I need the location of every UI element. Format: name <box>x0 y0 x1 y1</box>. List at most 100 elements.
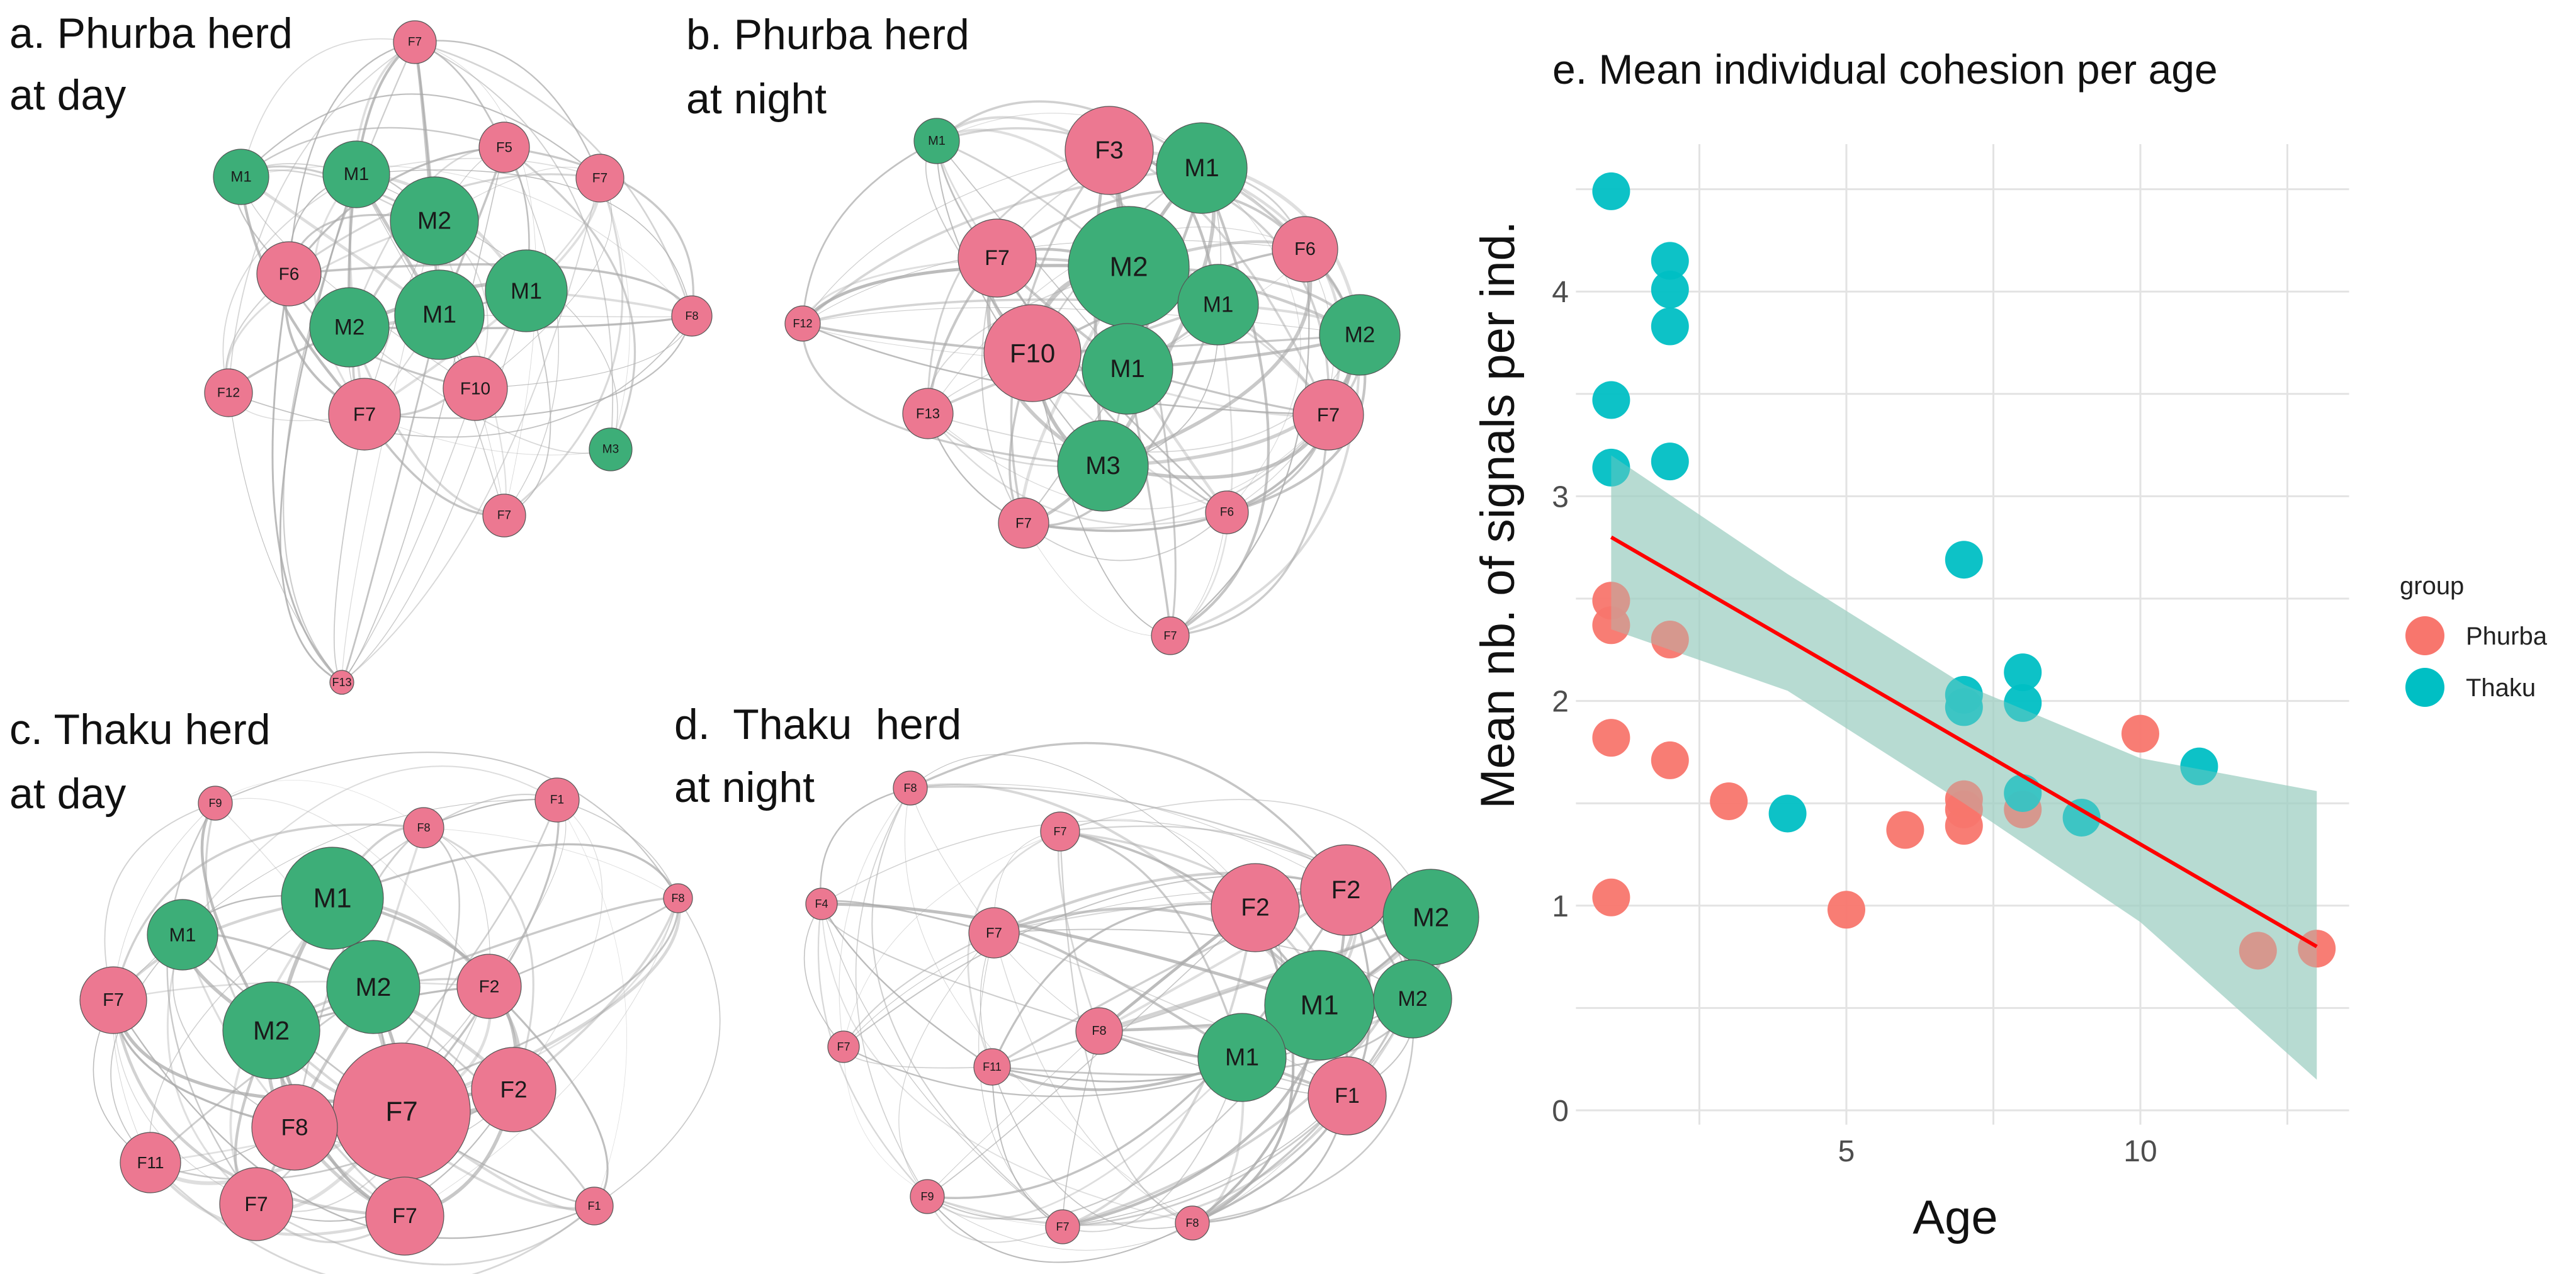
node-label: F7 <box>985 246 1010 270</box>
network-node: F8 <box>1175 1205 1210 1241</box>
network-edge <box>801 140 937 324</box>
node-circle <box>1211 863 1300 952</box>
network-edge <box>504 146 694 317</box>
network-edge <box>927 1057 1243 1220</box>
node-label: M2 <box>1398 987 1427 1011</box>
data-point-phurba <box>1945 806 1983 845</box>
node-label: M2 <box>334 315 365 340</box>
confidence-band <box>1611 455 2317 1080</box>
data-point-thaku <box>1945 688 1983 726</box>
network-node: M1 <box>485 249 568 332</box>
network-edge <box>1170 304 1233 637</box>
node-circle <box>1177 264 1259 346</box>
node-circle <box>1156 122 1248 214</box>
node-circle <box>575 1187 614 1226</box>
panel-d-title: d. Thaku herd at night <box>674 701 961 811</box>
network-node: F11 <box>973 1048 1011 1086</box>
network-edge <box>898 932 995 1197</box>
network-edge <box>215 798 490 987</box>
node-label: F8 <box>1092 1024 1106 1038</box>
network-node: F8 <box>893 770 928 806</box>
network-edge <box>801 264 1129 325</box>
data-point-thaku <box>2062 798 2101 837</box>
node-label: F12 <box>793 317 812 330</box>
network-edge <box>288 263 693 317</box>
network-edge <box>341 388 476 683</box>
node-label: F5 <box>496 140 512 155</box>
node-circle <box>1082 323 1173 415</box>
network-edge <box>927 907 1256 1197</box>
node-label: F4 <box>815 898 828 910</box>
node-label: F6 <box>1294 239 1316 259</box>
node-label: F7 <box>385 1096 417 1127</box>
network-edge <box>270 1029 595 1210</box>
node-label: F8 <box>671 892 684 905</box>
data-point-phurba <box>1592 719 1630 757</box>
network-edge <box>414 41 693 317</box>
node-circle <box>1319 294 1401 376</box>
network-node: F9 <box>910 1179 945 1214</box>
network-edge <box>240 38 415 178</box>
data-point-thaku <box>2004 653 2042 692</box>
panel-c-title-line1: c. Thaku herd <box>9 706 271 753</box>
node-label: M1 <box>928 134 946 148</box>
node-circle <box>79 966 147 1034</box>
network-edge <box>215 780 424 828</box>
network-node: M1 <box>1177 264 1259 346</box>
network-edge <box>113 1000 595 1239</box>
network-node: M2 <box>390 176 479 266</box>
node-circle <box>1065 106 1154 195</box>
panel-a-title-line1: a. Phurba herd <box>9 9 293 57</box>
network-node: M1 <box>147 899 218 971</box>
network-edge <box>349 327 611 454</box>
network-edge <box>504 290 551 516</box>
network-edge <box>225 220 435 393</box>
node-circle <box>482 493 526 538</box>
node-circle <box>394 269 485 360</box>
network-edge <box>347 41 416 328</box>
node-circle <box>958 218 1037 298</box>
network-node: M1 <box>1197 1013 1287 1102</box>
network-edge <box>423 827 679 899</box>
node-circle <box>326 940 421 1034</box>
node-circle <box>256 241 322 307</box>
y-tick-label: 2 <box>1552 685 1569 719</box>
node-circle <box>973 1048 1011 1086</box>
node-label: M1 <box>169 924 196 946</box>
node-label: M2 <box>253 1016 290 1046</box>
node-label: M3 <box>602 443 619 456</box>
data-points <box>1592 172 2336 970</box>
panel-c-title: c. Thaku herd at day <box>9 706 271 818</box>
network-edge <box>1059 830 1243 1058</box>
network-edge <box>512 898 679 1091</box>
network-node: M1 <box>322 140 390 208</box>
network-edge <box>1059 831 1193 1224</box>
network-node: F7 <box>328 378 401 451</box>
node-label: M1 <box>230 169 251 186</box>
x-tick-label: 5 <box>1838 1135 1855 1168</box>
network-edge <box>1102 249 1313 468</box>
node-circle <box>281 847 384 950</box>
network-node: F7 <box>958 218 1037 298</box>
x-tick-label: 10 <box>2123 1135 2157 1168</box>
network-node: M1 <box>1082 323 1173 415</box>
x-axis-title: Age <box>1912 1191 1997 1244</box>
network-edge <box>256 1203 595 1266</box>
node-label: F10 <box>1010 339 1055 368</box>
node-circle <box>589 427 633 471</box>
node-circle <box>1292 379 1364 451</box>
data-point-phurba <box>1710 782 1748 820</box>
network-node: M3 <box>589 427 633 471</box>
network-d: F8 F7 F4 F7 F2 F2 M2 M1 M2 F8 F7 F11 M1 F1 F9 F7 F8 <box>803 741 1479 1263</box>
network-node: F8 <box>671 295 713 337</box>
data-point-thaku <box>2180 747 2218 786</box>
node-circle <box>251 1084 338 1171</box>
network-edge <box>1062 1030 1100 1227</box>
network-edge <box>504 147 560 516</box>
node-circle <box>902 388 954 439</box>
node-label: F2 <box>1331 876 1361 904</box>
network-edge <box>991 1066 1063 1227</box>
node-circle <box>575 154 624 203</box>
